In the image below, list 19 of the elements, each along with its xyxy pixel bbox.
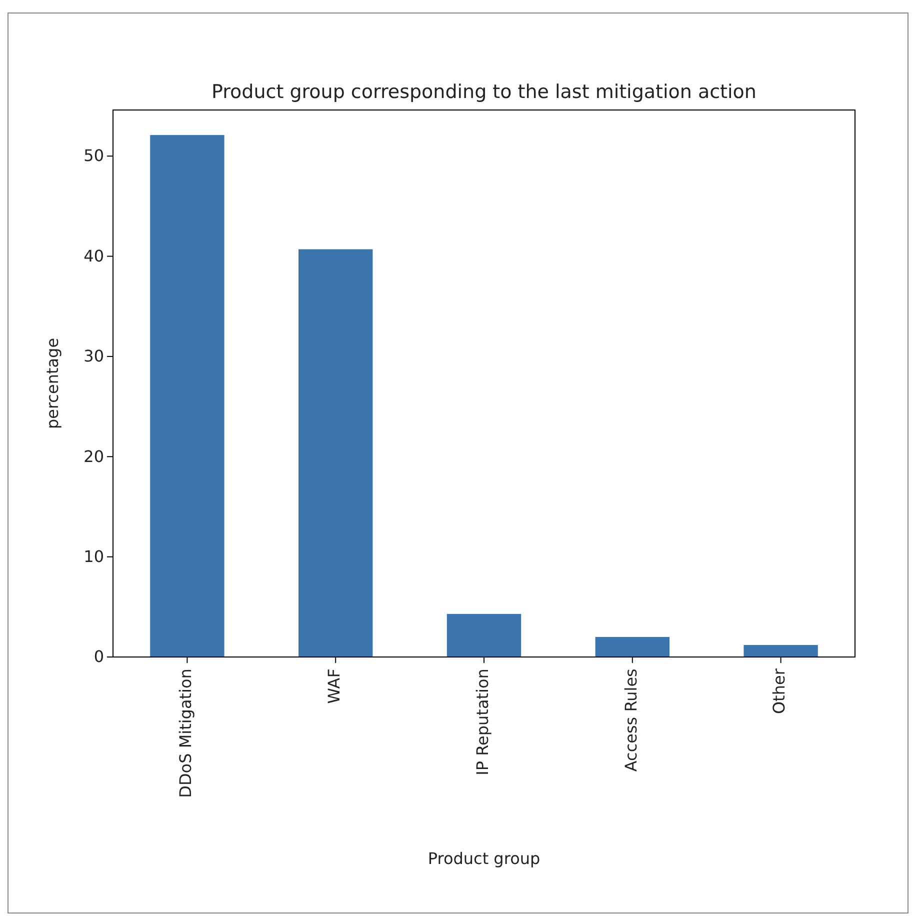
x-tick-label: IP Reputation [472,668,492,776]
x-axis-title: Product group [428,849,540,868]
x-tick-label: DDoS Mitigation [176,668,196,798]
y-tick-label: 0 [94,647,104,666]
y-tick-label: 40 [84,246,104,266]
y-tick-label: 50 [84,146,104,166]
chart-title: Product group corresponding to the last mitigation action [212,81,756,103]
bar [595,636,670,657]
y-tick-label: 20 [84,446,104,466]
x-tick-label: Other [770,668,789,714]
y-axis-title: percentage [43,338,62,430]
bar [150,135,224,657]
x-tick-label: WAF [324,668,344,704]
y-tick-label: 10 [84,546,104,566]
x-tick-label: Access Rules [621,668,640,772]
y-tick-label: 30 [84,346,104,366]
bar [744,644,818,657]
bar [298,249,373,657]
bar [446,614,522,657]
